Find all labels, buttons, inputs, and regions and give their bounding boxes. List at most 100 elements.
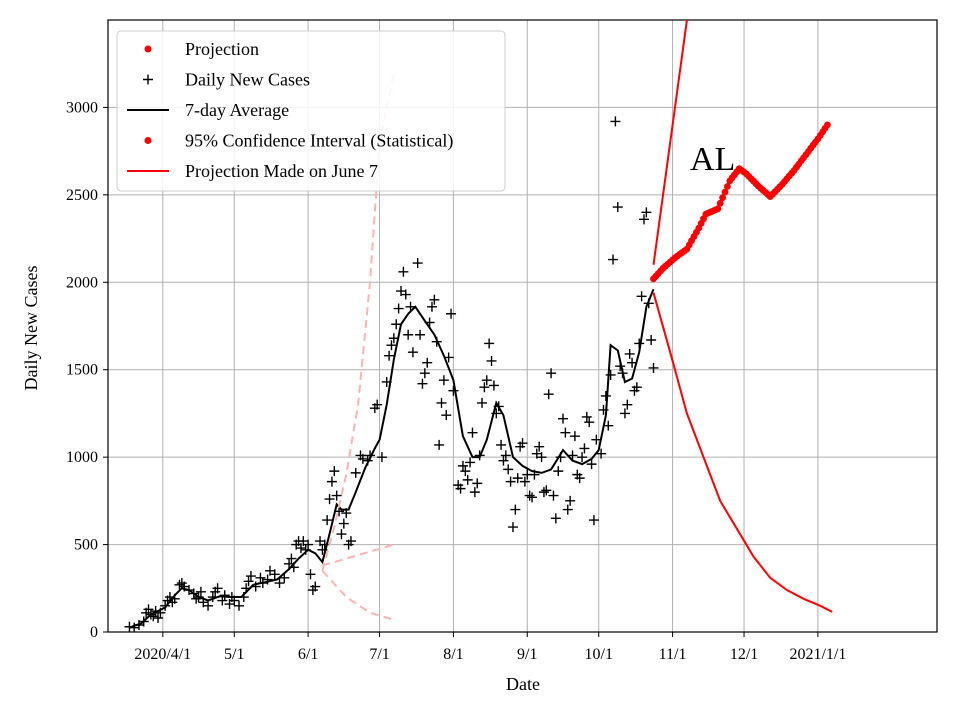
daily-case-point (488, 380, 499, 391)
daily-case-point (219, 590, 230, 601)
legend-label: 95% Confidence Interval (Statistical) (185, 131, 453, 152)
daily-case-point (636, 291, 647, 302)
daily-case-point (448, 385, 459, 396)
daily-case-point (481, 375, 492, 386)
daily-case-point (436, 397, 447, 408)
daily-case-point (648, 362, 659, 373)
x-tick-label: 5/1 (224, 646, 244, 663)
daily-case-point (412, 258, 423, 269)
daily-case-point (553, 466, 564, 477)
daily-case-point (546, 368, 557, 379)
daily-case-point (143, 604, 154, 615)
daily-case-point (245, 571, 256, 582)
axes: 2020/4/1 5/1 6/1 7/1 8/1 9/1 10/1 11/1 12/1 2021/… (66, 19, 938, 663)
daily-case-point (479, 382, 490, 393)
daily-case-point (527, 492, 538, 503)
daily-case-point (534, 441, 545, 452)
daily-case-point (536, 452, 547, 463)
legend-label: 7-day Average (185, 100, 289, 120)
daily-case-point (460, 466, 471, 477)
daily-case-point (496, 439, 507, 450)
daily-case-point (331, 490, 342, 501)
daily-case-point (524, 490, 535, 501)
daily-case-point (510, 504, 521, 515)
daily-case-point (345, 536, 356, 547)
daily-case-point (503, 464, 514, 475)
daily-case-point (391, 319, 402, 330)
daily-case-point (577, 452, 588, 463)
daily-case-point (512, 473, 523, 484)
daily-case-point (638, 214, 649, 225)
daily-case-point (438, 375, 449, 386)
daily-case-point (357, 453, 368, 464)
band-7-line (321, 570, 395, 621)
projection-point (824, 121, 831, 129)
daily-case-point (462, 474, 473, 485)
daily-case-point (398, 266, 409, 277)
region-annotation: AL (690, 141, 735, 178)
daily-case-point (212, 583, 223, 594)
daily-case-point (619, 408, 630, 419)
legend-label: Projection Made on June 7 (185, 161, 378, 181)
daily-case-point (255, 572, 266, 583)
daily-case-point (422, 357, 433, 368)
daily-case-point (336, 529, 347, 540)
y-tick-label: 3000 (66, 99, 98, 116)
daily-case-point (153, 613, 164, 624)
y-tick-label: 2000 (66, 274, 98, 291)
daily-case-point (400, 289, 411, 300)
y-tick-label: 1500 (66, 362, 98, 379)
daily-case-point (584, 417, 595, 428)
daily-case-point (472, 478, 483, 489)
daily-case-point (569, 431, 580, 442)
daily-case-point (641, 207, 652, 218)
daily-case-point (457, 460, 468, 471)
x-tick-label: 2021/1/1 (789, 646, 846, 663)
daily-case-point (455, 483, 466, 494)
daily-case-point (605, 369, 616, 380)
legend-marker-plus (143, 74, 153, 85)
daily-case-point (310, 581, 321, 592)
legend-box (116, 30, 506, 192)
daily-case-point (160, 600, 171, 611)
daily-case-point (426, 301, 437, 312)
daily-case-point (322, 515, 333, 526)
daily-case-point (548, 490, 559, 501)
projection-point (724, 183, 731, 190)
daily-case-point (203, 600, 214, 611)
daily-case-point (596, 448, 607, 459)
daily-case-point (612, 202, 623, 213)
daily-case-point (538, 487, 549, 498)
daily-case-point (610, 116, 621, 127)
daily-case-point (562, 504, 573, 515)
legend-label: Daily New Cases (185, 70, 310, 90)
daily-case-point (274, 578, 285, 589)
daily-case-point (567, 450, 578, 461)
daily-case-point (174, 579, 185, 590)
7-day-average-line (129, 288, 655, 629)
daily-case-point (486, 355, 497, 366)
projection-made-on-june-7-line (652, 20, 688, 265)
axes-frame (107, 19, 938, 633)
x-tick-label: 9/1 (517, 646, 537, 663)
daily-case-point (429, 294, 440, 305)
band-4-line (652, 292, 833, 613)
x-tick-label: 8/1 (443, 646, 463, 663)
daily-case-point (319, 539, 330, 550)
daily-case-point (477, 397, 488, 408)
daily-case-point (469, 487, 480, 498)
daily-case-point (415, 329, 426, 340)
legend-marker-dot (144, 45, 152, 53)
daily-case-point (517, 438, 528, 449)
daily-case-point (465, 457, 476, 468)
daily-case-point (393, 303, 404, 314)
plot-area (124, 20, 833, 632)
daily-case-point (243, 576, 254, 587)
daily-case-point (560, 427, 571, 438)
daily-case-point (498, 455, 509, 466)
x-tick-label: 6/1 (298, 646, 318, 663)
daily-case-point (507, 522, 518, 533)
daily-case-point (417, 378, 428, 389)
daily-case-point (565, 495, 576, 506)
